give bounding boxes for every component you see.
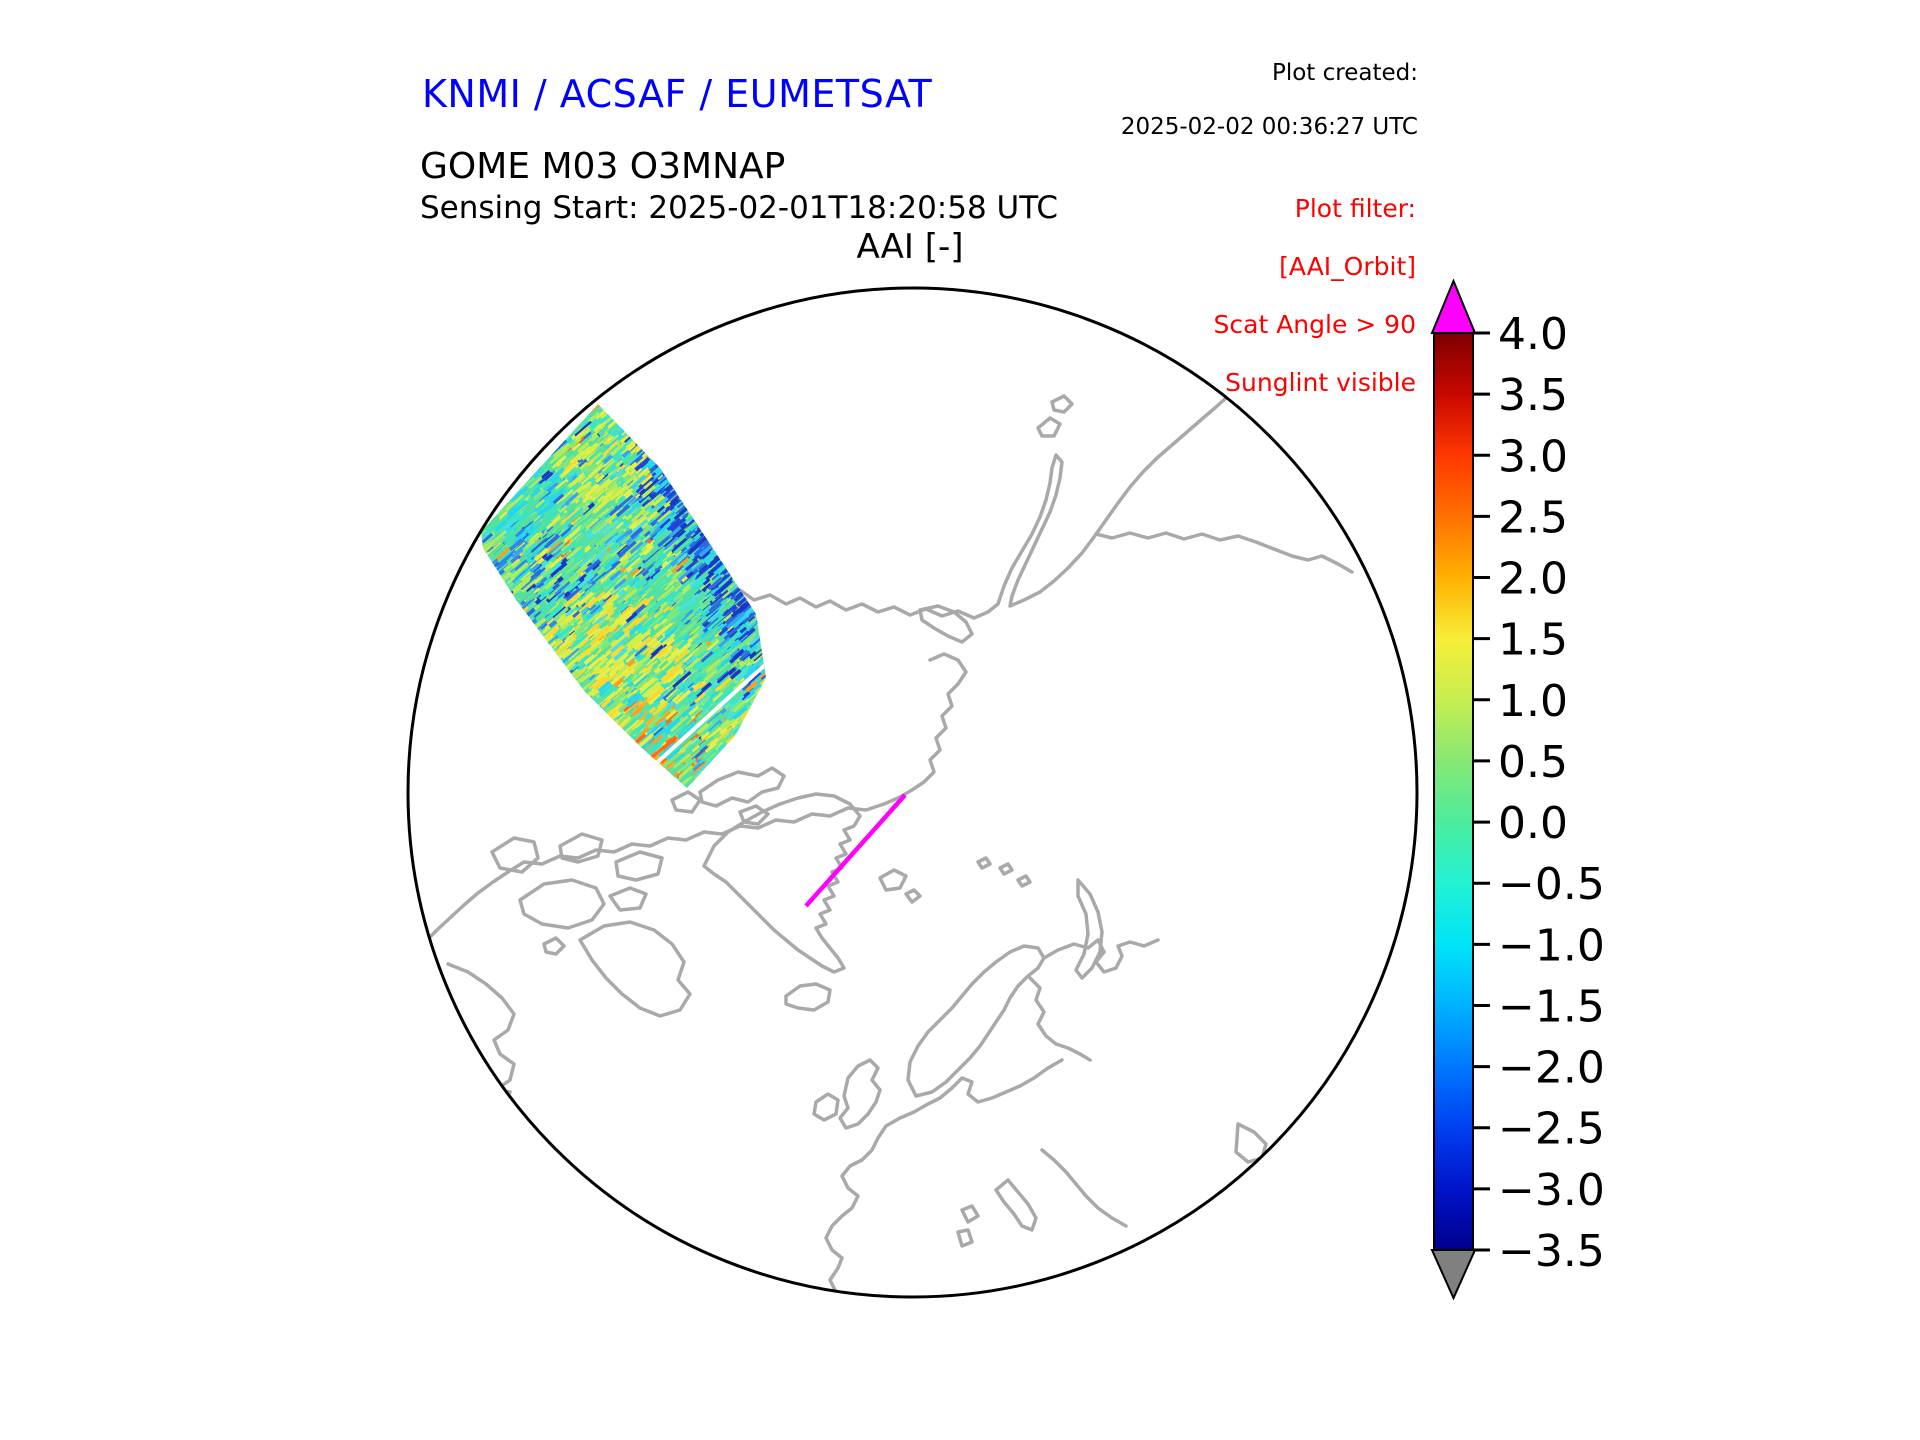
coastline-ireland — [812, 1092, 840, 1122]
coastline-svalbard — [878, 868, 908, 892]
filter-line: Sunglint visible — [1225, 368, 1416, 397]
coastline-somerset-island — [608, 886, 648, 912]
coastline-kola-white-sea-coast — [1042, 938, 1160, 974]
colorbar-ticks — [1473, 331, 1490, 1252]
coastline-ellesmere-island — [698, 766, 786, 808]
coastline-corsica — [960, 1204, 980, 1224]
coastline-victoria-island — [518, 878, 606, 930]
plot-filter-block: Plot filter: [AAI_Orbit] Scat Angle > 90… — [1182, 165, 1416, 426]
coastline-sardinia — [956, 1228, 974, 1248]
colorbar-tick-label: 2.5 — [1498, 492, 1568, 543]
colorbar-under-arrow — [1430, 1249, 1477, 1301]
colorbar-tick-label: 3.5 — [1498, 370, 1568, 421]
coastline-chukotka-tip — [918, 604, 974, 644]
plot-created-block: Plot created: 2025-02-02 00:36:27 UTC — [1092, 60, 1418, 141]
filter-line: [AAI_Orbit] — [1279, 252, 1416, 281]
colorbar-tick-label: −3.5 — [1498, 1226, 1605, 1277]
coastline-italy — [994, 1178, 1038, 1232]
colorbar-tick-label: −2.0 — [1498, 1043, 1605, 1094]
coastline-small-arctic-island — [542, 936, 566, 956]
coastline-svalbard-small — [904, 888, 922, 904]
colorbar-tick-label: 1.0 — [1498, 676, 1568, 727]
coastline-kara-sea-coast — [1094, 531, 1354, 574]
coastline-iceland — [784, 982, 832, 1012]
coastline-alaska-north-america-coast — [425, 652, 968, 942]
product-title: GOME M03 O3MNAP — [420, 146, 786, 187]
coastline-franz-josef-land — [976, 856, 1032, 888]
colorbar-tick-label: 0.0 — [1498, 798, 1568, 849]
coastline-severnaya-zemlya-2 — [1050, 394, 1074, 414]
colorbar-tick-label: 0.5 — [1498, 737, 1568, 788]
coastline-great-britain — [838, 1058, 882, 1130]
colorbar-tick-label: 3.0 — [1498, 431, 1568, 482]
colorbar-tick-labels: 4.0 3.5 3.0 2.5 2.0 1.5 1.0 0.5 0.0 −0.5 −1.0 −1.5 −… — [1498, 309, 1605, 1277]
plot-created-label: Plot created: — [1271, 60, 1418, 86]
map-boundary-circle — [406, 286, 1419, 1299]
colorbar: 4.0 3.5 3.0 2.5 2.0 1.5 1.0 0.5 0.0 −0.5 −1.0 −1.5 −… — [1430, 278, 1605, 1301]
coastline-severnaya-zemlya-1 — [1036, 416, 1062, 438]
ground-track-line — [804, 793, 907, 908]
map-title: AAI [-] — [856, 227, 964, 267]
satellite-swath — [481, 404, 766, 788]
coastline-devon-island — [614, 850, 664, 882]
brand-title: KNMI / ACSAF / EUMETSAT — [422, 72, 933, 116]
coastline-greenland — [702, 792, 862, 974]
colorbar-gradient-bar — [1433, 332, 1474, 1251]
colorbar-over-arrow — [1430, 278, 1477, 334]
coastline-hudson-labrador-coast — [446, 962, 516, 1094]
coastline-north-island — [738, 804, 770, 826]
coastline-novaya-zemlya — [1074, 878, 1104, 980]
coastline-baffin-island — [578, 920, 692, 1018]
swath-scan-gap-line — [649, 662, 766, 770]
filter-line: Scat Angle > 90 — [1213, 310, 1416, 339]
coastline-balkan-coast — [1040, 1148, 1128, 1228]
coastline-scandinavia — [906, 944, 1046, 1098]
coastline-baltic-finland-coast — [1028, 976, 1092, 1062]
colorbar-tick-label: −2.5 — [1498, 1104, 1605, 1155]
map-content — [425, 394, 1354, 1294]
colorbar-tick-label: 4.0 — [1498, 309, 1568, 360]
coastline-europe-atlantic-coast — [824, 1058, 1064, 1294]
colorbar-tick-label: 2.0 — [1498, 554, 1568, 605]
coastline-axel-heiberg-island — [670, 790, 702, 814]
colorbar-tick-label: 1.5 — [1498, 615, 1568, 666]
coastline-prince-patrick-island — [558, 832, 604, 864]
coastline-banks-island — [490, 836, 540, 874]
colorbar-tick-label: −3.0 — [1498, 1165, 1605, 1216]
sensing-start-line: Sensing Start: 2025-02-01T18:20:58 UTC — [420, 190, 1058, 226]
colorbar-tick-label: −1.0 — [1498, 920, 1605, 971]
coastlines-layer — [425, 394, 1354, 1294]
colorbar-tick-label: −0.5 — [1498, 859, 1605, 910]
filter-line: Plot filter: — [1294, 194, 1416, 223]
plot-created-timestamp: 2025-02-02 00:36:27 UTC — [1120, 114, 1418, 140]
colorbar-tick-label: −1.5 — [1498, 981, 1605, 1032]
